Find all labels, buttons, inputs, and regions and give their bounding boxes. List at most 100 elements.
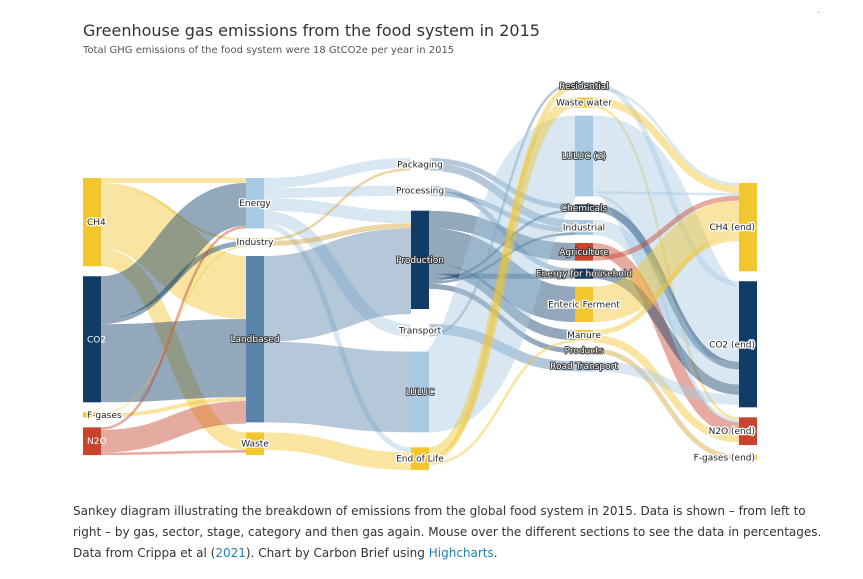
- node-endoflife[interactable]: [411, 447, 429, 470]
- link-n2o-landbased[interactable]: [100, 400, 247, 453]
- label-waste: Waste: [241, 440, 269, 450]
- link-residential-co2end[interactable]: [592, 82, 740, 287]
- caption-link-crippa[interactable]: 2021: [215, 546, 246, 560]
- link-wastewater-n2oend[interactable]: [592, 105, 740, 420]
- chart-subtitle: Total GHG emissions of the food system w…: [82, 45, 454, 56]
- node-n2oend[interactable]: [739, 417, 757, 446]
- node-industrial[interactable]: [575, 219, 593, 236]
- label-co2: CO2: [87, 335, 106, 345]
- node-co2end[interactable]: [739, 281, 757, 408]
- node-industry[interactable]: [246, 238, 264, 246]
- label-luluc: LULUC: [406, 388, 435, 398]
- link-agriculture-ch4end[interactable]: [592, 195, 740, 261]
- node-agriculture[interactable]: [575, 243, 593, 261]
- link-co2-landbased[interactable]: [100, 319, 247, 403]
- link-co2-industry[interactable]: [100, 240, 247, 325]
- link-energy-transport[interactable]: [263, 210, 412, 337]
- label-fgasend: F-gases (end): [694, 454, 755, 464]
- link-chemicals-co2end[interactable]: [592, 204, 740, 370]
- link-n2o-energy[interactable]: [100, 225, 247, 430]
- node-luluc2[interactable]: [575, 115, 593, 197]
- node-luluc[interactable]: [411, 351, 429, 433]
- caption-text-middle: ). Chart by Carbon Brief using: [245, 546, 429, 560]
- node-roadtransport[interactable]: [575, 361, 593, 372]
- link-processing-energyhousehold[interactable]: [428, 185, 576, 274]
- link-ch4-industry[interactable]: [100, 183, 247, 241]
- link-residential-ch4end[interactable]: [592, 87, 740, 186]
- link-transport-residential[interactable]: [428, 81, 576, 337]
- link-transport-roadtransport[interactable]: [428, 324, 576, 372]
- node-products[interactable]: [575, 348, 593, 354]
- node-manure[interactable]: [575, 330, 593, 341]
- link-co2-energy[interactable]: [99, 183, 248, 320]
- link-production-manure[interactable]: [428, 263, 576, 341]
- link-manure-ch4end[interactable]: [592, 235, 740, 336]
- link-waste-endoflife[interactable]: [263, 432, 412, 471]
- link-landbased-production[interactable]: [263, 228, 412, 342]
- link-wastewater-ch4end[interactable]: [592, 97, 740, 194]
- link-processing-industrial[interactable]: [428, 190, 576, 233]
- link-products-fgasend[interactable]: [592, 348, 740, 461]
- label-luluc2: LULUC (2): [562, 152, 606, 162]
- node-energyhousehold[interactable]: [575, 268, 593, 279]
- link-packaging-chemicals[interactable]: [428, 157, 576, 210]
- label-industry: Industry: [236, 238, 274, 248]
- node-energy[interactable]: [246, 178, 264, 229]
- link-production-enteric[interactable]: [428, 228, 576, 323]
- link-industry-packaging[interactable]: [263, 168, 412, 241]
- node-fgas[interactable]: [83, 412, 101, 418]
- node-production[interactable]: [411, 210, 429, 310]
- caption-link-highcharts[interactable]: Highcharts: [428, 546, 494, 560]
- link-packaging-industrial[interactable]: [428, 163, 576, 228]
- node-chemicals[interactable]: [575, 204, 593, 212]
- link-production-agriculture[interactable]: [428, 210, 576, 261]
- node-ch4end[interactable]: [739, 183, 757, 272]
- link-energyhousehold-co2end[interactable]: [592, 268, 740, 395]
- link-energy-endoflife[interactable]: [263, 223, 412, 453]
- link-enteric-ch4end[interactable]: [591, 200, 741, 323]
- link-ch4-landbased[interactable]: [99, 185, 248, 320]
- label-agriculture: Agriculture: [559, 248, 609, 258]
- link-energy-processing[interactable]: [263, 185, 412, 199]
- link-fgas-landbased[interactable]: [100, 397, 247, 418]
- node-transport[interactable]: [410, 323, 430, 338]
- node-wastewater[interactable]: [575, 97, 593, 108]
- link-manure-n2oend[interactable]: [592, 335, 740, 443]
- link-energy-packaging[interactable]: [263, 158, 412, 189]
- node-ch4[interactable]: [83, 178, 101, 267]
- label-energyhousehold: Energy for household: [536, 270, 632, 280]
- link-luluc-luluc2[interactable]: [420, 115, 584, 433]
- label-chemicals: Chemicals: [561, 204, 608, 214]
- corner-dot: [818, 12, 819, 13]
- node-waste[interactable]: [246, 432, 264, 456]
- link-ch4-waste[interactable]: [100, 248, 247, 451]
- node-n2o[interactable]: [83, 427, 101, 456]
- node-landbased[interactable]: [246, 255, 264, 423]
- link-production-chemicals[interactable]: [428, 209, 576, 282]
- node-fgasend[interactable]: [739, 455, 757, 461]
- link-endoflife-manure[interactable]: [428, 340, 576, 465]
- label-packaging: Packaging: [397, 160, 443, 170]
- link-endoflife-residential[interactable]: [428, 84, 576, 463]
- node-processing[interactable]: [410, 185, 430, 197]
- link-luluc2-co2end[interactable]: [588, 115, 744, 362]
- link-fgas-industry[interactable]: [100, 245, 247, 414]
- link-luluc2-n2oend[interactable]: [592, 193, 740, 423]
- node-enteric[interactable]: [575, 286, 593, 323]
- node-packaging[interactable]: [410, 157, 430, 172]
- link-production-products[interactable]: [428, 283, 576, 354]
- link-agriculture-n2oend[interactable]: [592, 243, 740, 435]
- link-industrial-co2end[interactable]: [592, 219, 740, 385]
- link-luluc2-ch4end[interactable]: [592, 191, 740, 196]
- link-n2o-waste[interactable]: [100, 450, 247, 456]
- node-residential[interactable]: [575, 82, 593, 90]
- node-co2[interactable]: [83, 276, 101, 403]
- link-landbased-luluc[interactable]: [263, 341, 412, 433]
- link-industry-production[interactable]: [263, 223, 412, 246]
- link-energy-production[interactable]: [263, 198, 412, 224]
- link-roadtransport-co2end[interactable]: [592, 361, 740, 405]
- link-production-industrial[interactable]: [428, 232, 576, 284]
- link-endoflife-wastewater[interactable]: [428, 97, 576, 458]
- label-co2end: CO2 (end): [709, 340, 755, 350]
- caption-text-after: .: [493, 546, 498, 560]
